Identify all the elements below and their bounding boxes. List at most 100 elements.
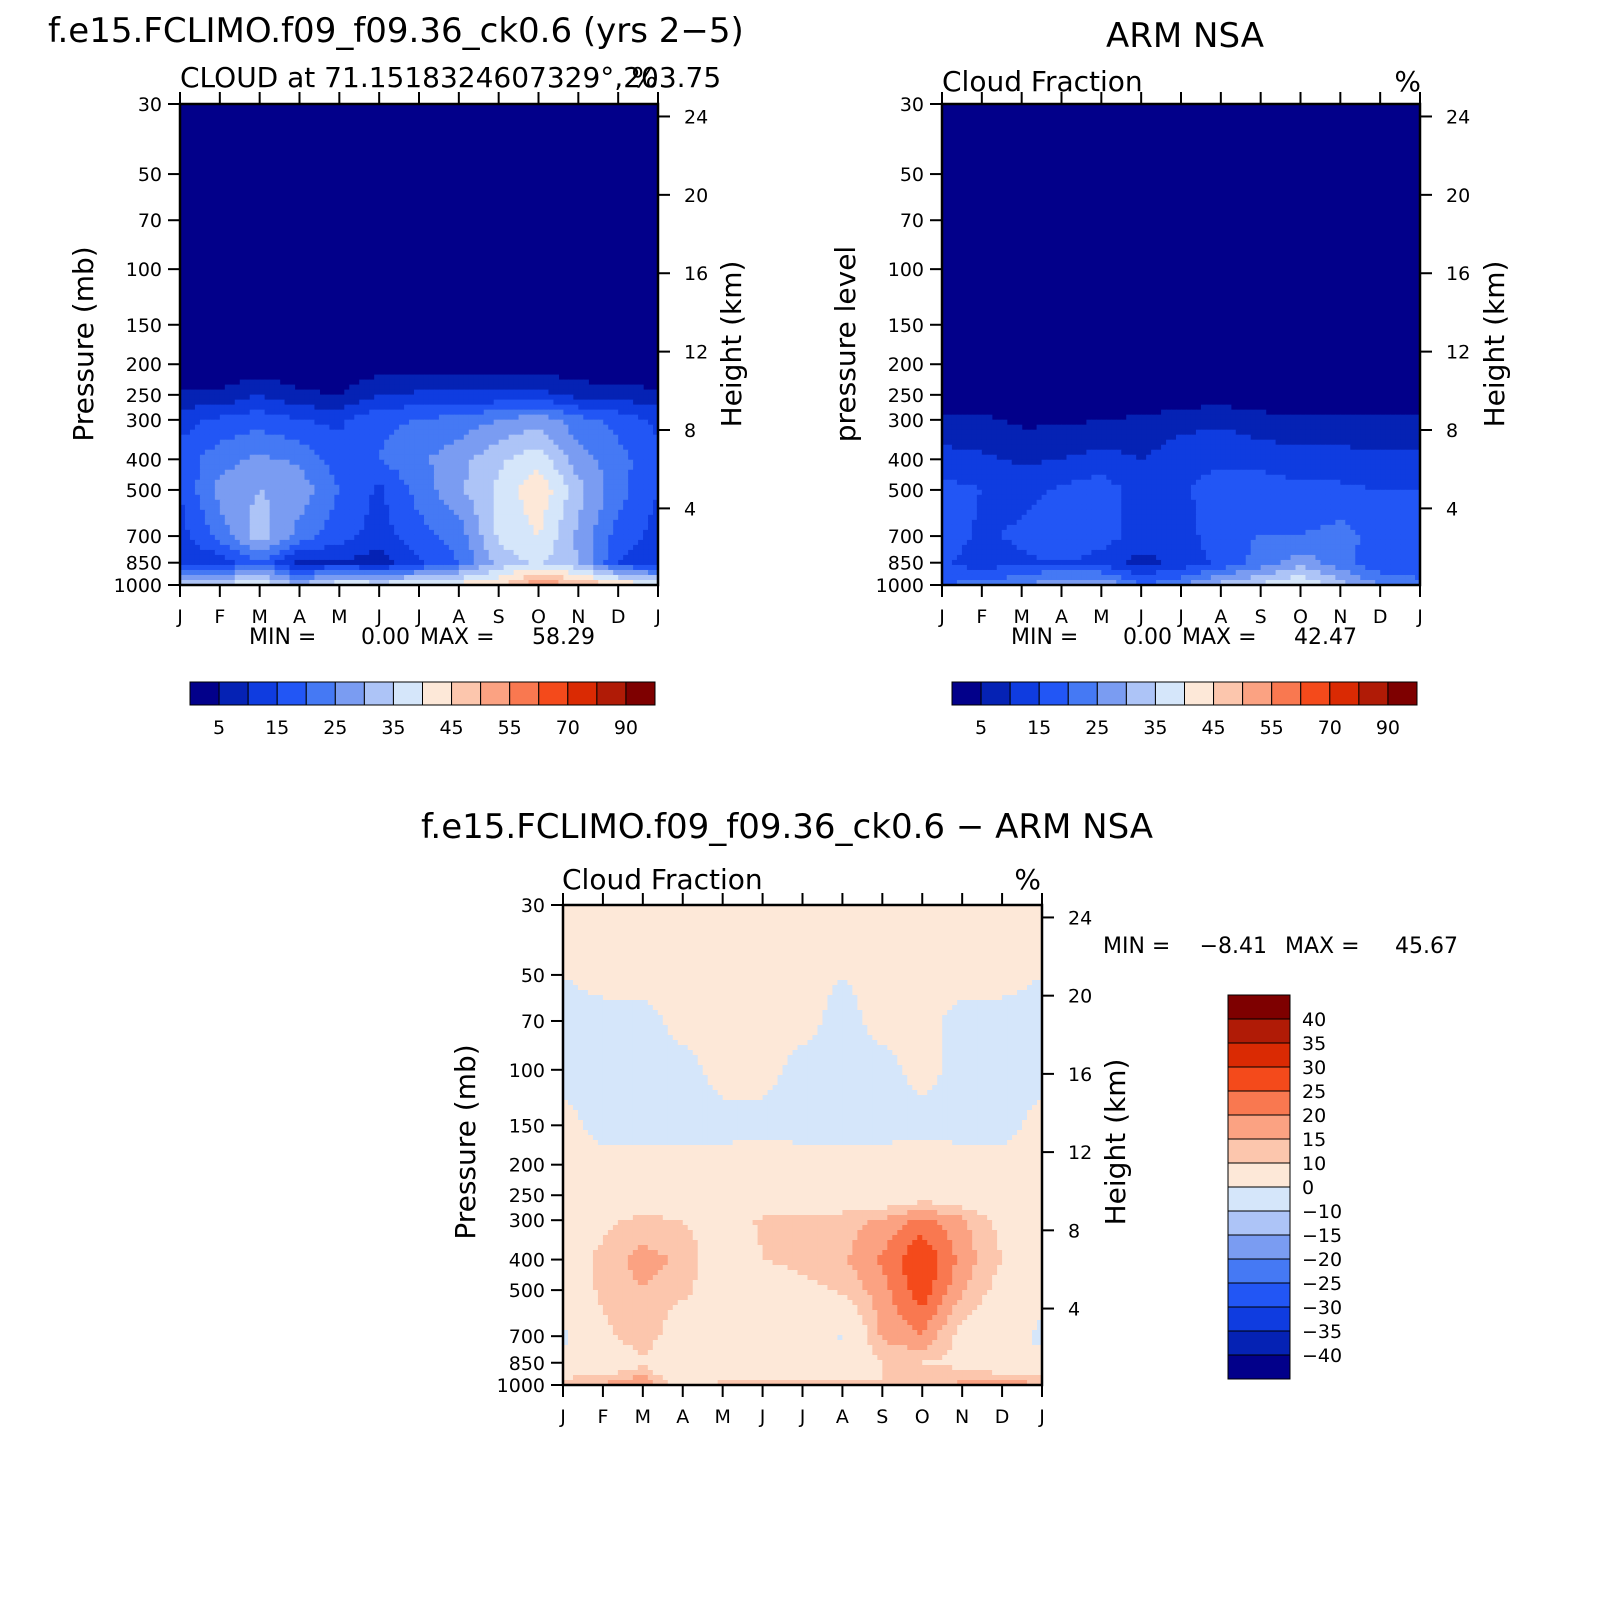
model-contour-cell xyxy=(214,534,221,541)
model-contour-cell xyxy=(394,484,400,491)
model-contour-cell xyxy=(249,469,256,476)
model-contour-cell xyxy=(493,494,500,501)
model-contour-cell xyxy=(354,389,360,396)
model-contour-cell xyxy=(498,419,505,426)
model-contour-cell xyxy=(314,419,321,426)
model-contour-cell xyxy=(643,424,649,431)
model-contour-cell xyxy=(349,529,355,536)
model-contour-cell xyxy=(638,479,644,486)
model-contour-cell xyxy=(598,449,604,456)
model-contour-cell xyxy=(299,454,306,461)
model-contour-cell xyxy=(433,489,440,496)
obs-contour-cell xyxy=(1031,434,1038,441)
model-contour-cell xyxy=(249,454,256,461)
model-contour-cell xyxy=(443,479,450,486)
model-contour-cell xyxy=(354,494,360,501)
model-contour-cell xyxy=(404,389,410,396)
model-contour-cell xyxy=(443,424,450,431)
model-contour-cell xyxy=(438,379,445,386)
model-contour-cell xyxy=(563,449,569,456)
model-contour-cell xyxy=(648,424,654,431)
model-contour-cell xyxy=(199,549,206,556)
model-contour-cell xyxy=(503,524,510,531)
model-contour-cell xyxy=(438,424,445,431)
model-contour-cell xyxy=(334,499,340,506)
model-contour-cell xyxy=(643,569,649,576)
obs-contour-cell xyxy=(1041,444,1048,451)
obs-contour-cell xyxy=(1046,454,1053,461)
model-contour-cell xyxy=(409,464,415,471)
model-contour-cell xyxy=(344,509,350,516)
obs-contour-cell xyxy=(1185,454,1192,461)
model-contour-cell xyxy=(538,559,545,566)
obs-contour-cell xyxy=(1285,444,1292,451)
model-xtick-label: A xyxy=(452,606,465,628)
model-contour-cell xyxy=(184,439,191,446)
model-contour-cell xyxy=(488,529,495,536)
model-contour-cell xyxy=(573,384,579,391)
model-contour-cell xyxy=(483,554,490,561)
model-contour-cell xyxy=(563,529,569,536)
model-contour-cell xyxy=(563,444,569,451)
obs-contour-cell xyxy=(1111,454,1117,461)
model-contour-cell xyxy=(483,569,490,576)
obs-contour-cell xyxy=(1355,454,1361,461)
model-contour-cell xyxy=(339,579,345,585)
model-contour-cell xyxy=(399,424,405,431)
model-contour-cell xyxy=(324,424,330,431)
obs-contour-cell xyxy=(1270,414,1277,421)
model-contour-cell xyxy=(409,489,415,496)
model-contour-cell xyxy=(314,569,321,576)
model-colorbar-label: 35 xyxy=(381,717,405,739)
model-contour-cell xyxy=(289,439,296,446)
model-contour-cell xyxy=(259,509,266,516)
model-contour-cell xyxy=(404,474,410,481)
model-contour-cell xyxy=(399,474,405,481)
model-contour-cell xyxy=(433,534,440,541)
model-contour-cell xyxy=(394,389,400,396)
model-contour-cell xyxy=(573,454,579,461)
obs-contour-cell xyxy=(1300,449,1307,456)
model-contour-cell xyxy=(423,374,430,381)
model-contour-cell xyxy=(458,519,465,526)
model-contour-cell xyxy=(643,529,649,536)
obs-contour-cell xyxy=(1151,454,1157,461)
model-contour-cell xyxy=(623,494,629,501)
model-contour-cell xyxy=(568,469,574,476)
model-contour-cell xyxy=(553,384,560,391)
model-contour-cell xyxy=(513,579,520,585)
model-contour-cell xyxy=(493,439,500,446)
model-contour-cell xyxy=(234,394,241,401)
model-contour-cell xyxy=(498,494,505,501)
obs-contour-cell xyxy=(1111,434,1117,441)
model-contour-cell xyxy=(329,579,335,585)
model-contour-cell xyxy=(458,384,465,391)
model-contour-cell xyxy=(274,389,281,396)
model-contour-cell xyxy=(349,434,355,441)
model-contour-cell xyxy=(259,514,266,521)
model-contour-cell xyxy=(229,524,236,531)
model-contour-cell xyxy=(349,539,355,546)
model-contour-cell xyxy=(214,579,221,585)
model-contour-cell xyxy=(428,579,435,585)
obs-contour-cell xyxy=(942,449,948,456)
model-contour-cell xyxy=(324,539,330,546)
model-contour-cell xyxy=(284,419,291,426)
model-contour-cell xyxy=(244,474,251,481)
model-contour-cell xyxy=(334,494,340,501)
obs-contour-cell xyxy=(951,424,958,431)
obs-contour-cell xyxy=(1051,439,1058,446)
model-contour-cell xyxy=(588,484,594,491)
obs-contour-cell xyxy=(1026,439,1033,446)
model-contour-cell xyxy=(344,554,350,561)
model-contour-cell xyxy=(399,464,405,471)
obs-contour-cell xyxy=(1365,439,1371,446)
model-contour-cell xyxy=(279,419,286,426)
model-contour-cell xyxy=(513,454,520,461)
obs-contour-cell xyxy=(1320,459,1326,466)
model-contour-cell xyxy=(404,419,410,426)
model-contour-cell xyxy=(229,449,236,456)
model-contour-cell xyxy=(289,434,296,441)
model-contour-cell xyxy=(578,394,584,401)
model-contour-cell xyxy=(349,444,355,451)
